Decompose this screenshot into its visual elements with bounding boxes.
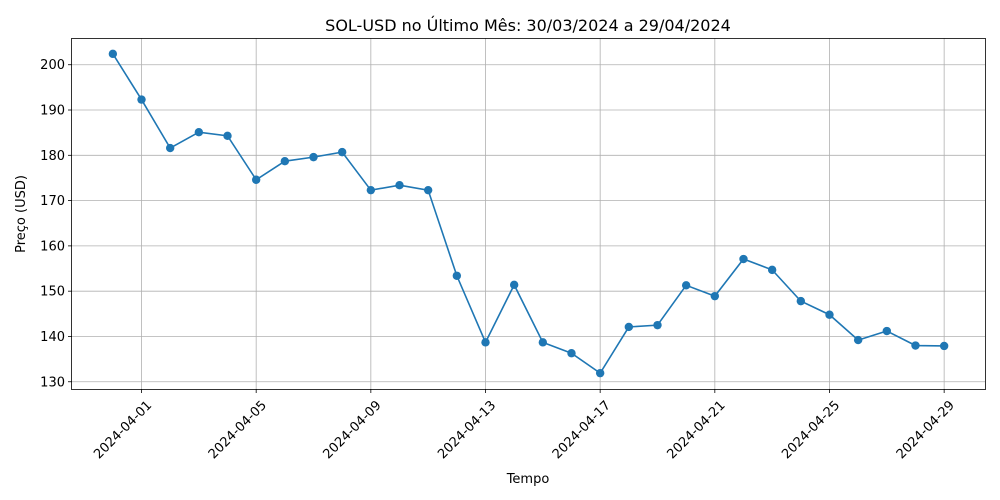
data-point [137, 95, 146, 104]
x-tick-label: 2024-04-17 [550, 398, 614, 462]
data-point [223, 131, 232, 141]
x-tick-label: 2024-04-21 [665, 398, 729, 462]
x-tick-label: 2024-04-01 [91, 398, 155, 462]
x-tick-label: 2024-04-05 [206, 398, 270, 462]
y-tick-label: 170 [40, 194, 65, 209]
y-tick-label: 180 [40, 149, 65, 164]
data-point [939, 341, 949, 351]
chart-title: SOL-USD no Último Mês: 30/03/2024 a 29/0… [325, 16, 731, 35]
data-point [395, 180, 404, 190]
data-point [337, 147, 347, 157]
x-tick-label: 2024-04-29 [894, 398, 958, 462]
series-layer [108, 49, 949, 378]
data-point [366, 185, 376, 195]
axis-ticks: 130 140 150 160 170 180 190 200 2024-04-01 2024-0… [40, 58, 958, 462]
data-point [853, 335, 863, 345]
x-axis-label: Tempo [506, 472, 550, 487]
data-point [309, 152, 318, 162]
y-tick-label: 160 [40, 239, 65, 254]
data-point [739, 254, 748, 264]
y-tick-label: 200 [40, 58, 65, 73]
x-tick-label: 2024-04-25 [779, 398, 843, 462]
grid [72, 38, 985, 389]
y-tick-label: 190 [40, 104, 65, 119]
data-point [567, 349, 576, 358]
data-point [653, 320, 662, 330]
data-point [796, 296, 806, 306]
y-tick-label: 130 [40, 375, 65, 390]
y-tick-label: 150 [40, 285, 65, 300]
data-point [452, 271, 462, 280]
data-point [624, 322, 634, 332]
y-tick-label: 140 [40, 330, 65, 345]
data-point [882, 326, 892, 336]
series-line [112, 53, 945, 375]
y-axis-label: Preço (USD) [14, 175, 29, 253]
data-point [280, 156, 290, 166]
data-point [595, 368, 605, 378]
data-point [825, 310, 834, 319]
data-point [423, 185, 433, 195]
x-tick-label: 2024-04-13 [435, 398, 499, 462]
data-point [509, 280, 519, 290]
data-point [251, 175, 261, 184]
data-point [194, 128, 204, 137]
data-point [108, 49, 118, 59]
data-point [911, 341, 920, 350]
data-point [767, 265, 777, 275]
data-point [481, 338, 490, 347]
x-tick-label: 2024-04-09 [321, 398, 385, 462]
plot-area-frame [71, 38, 986, 390]
data-point [538, 338, 548, 347]
data-point [165, 143, 175, 153]
data-point [710, 291, 720, 301]
data-point [681, 281, 691, 290]
